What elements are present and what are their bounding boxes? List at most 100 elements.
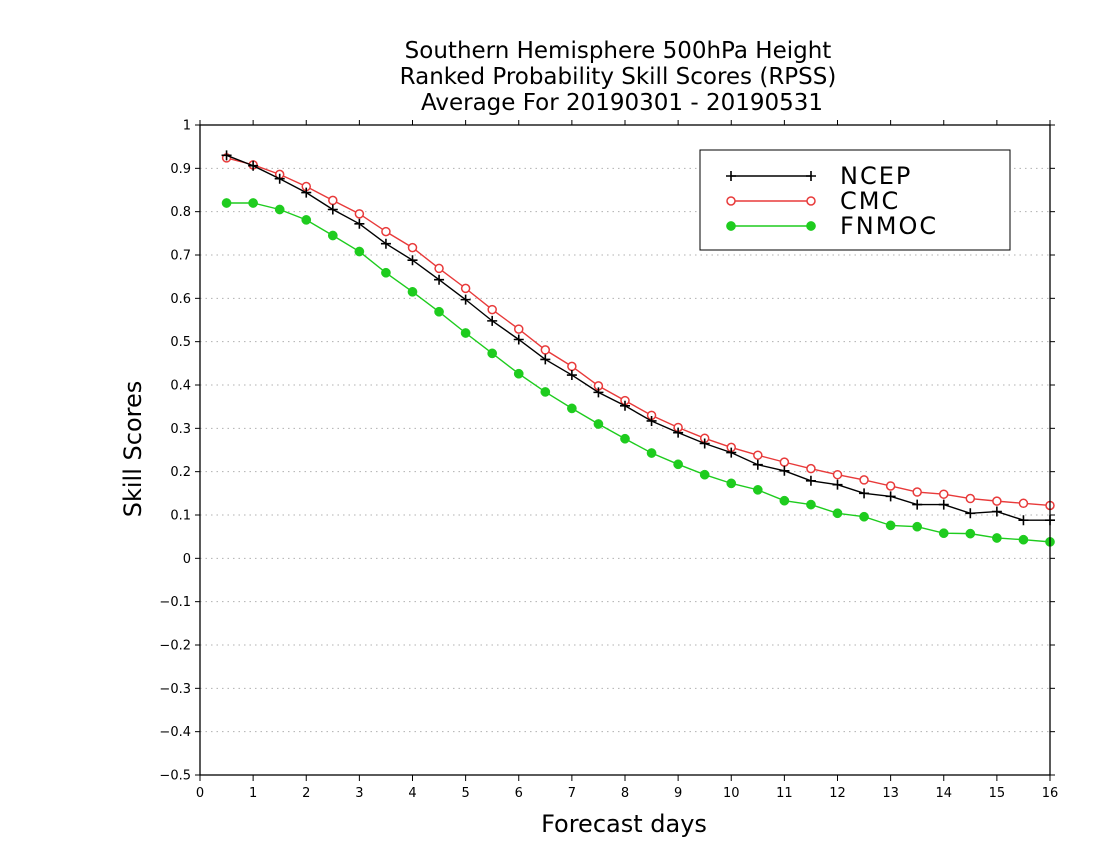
y-tick-label: 0.9 xyxy=(170,162,191,177)
series-ncep-point xyxy=(274,173,285,184)
series-cmc-point xyxy=(939,489,949,499)
series-ncep-point xyxy=(354,218,365,229)
x-tick-label: 6 xyxy=(515,786,523,801)
y-tick-label: 0 xyxy=(183,552,191,567)
series-ncep-point xyxy=(221,150,232,161)
series-cmc-point xyxy=(460,283,471,294)
series-fnmoc-point xyxy=(434,306,444,317)
series-fnmoc-point xyxy=(699,469,710,480)
y-tick-label: 0.3 xyxy=(170,422,191,437)
y-tick-label: 0.7 xyxy=(170,249,191,264)
x-tick-label: 3 xyxy=(355,786,363,801)
series-cmc-point xyxy=(965,493,976,504)
series-ncep-point xyxy=(991,506,1002,517)
series-cmc-point xyxy=(779,457,790,467)
x-tick-label: 10 xyxy=(723,786,740,801)
legend-ncep-marker xyxy=(726,171,736,181)
series-ncep-point xyxy=(513,334,524,345)
y-tick-label: −0.3 xyxy=(159,682,191,697)
series-cmc-point xyxy=(407,242,418,253)
series-ncep-point xyxy=(673,427,684,438)
series-cmc-point xyxy=(885,481,896,491)
x-tick-label: 14 xyxy=(935,786,952,801)
series-cmc-point xyxy=(806,463,816,474)
series-cmc-point xyxy=(992,496,1002,506)
x-tick-label: 5 xyxy=(461,786,469,801)
y-tick-label: 0.4 xyxy=(170,379,191,394)
series-fnmoc-point xyxy=(806,499,816,510)
y-axis-label: Skill Scores xyxy=(119,381,147,518)
series-ncep-point xyxy=(699,438,710,449)
series-fnmoc-point xyxy=(354,246,365,257)
x-axis-label: Forecast days xyxy=(541,810,707,838)
chart-title-line-2: Ranked Probability Skill Scores (RPSS) xyxy=(400,64,837,90)
x-tick-label: 4 xyxy=(408,786,416,801)
series-cmc-point xyxy=(540,345,551,355)
series-fnmoc-line xyxy=(226,202,1051,543)
x-tick-label: 1 xyxy=(249,786,257,801)
series-fnmoc-point xyxy=(938,528,949,539)
series-ncep-point xyxy=(752,459,763,470)
x-tick-label: 9 xyxy=(674,786,682,801)
series-fnmoc-point xyxy=(646,448,657,458)
series-ncep-point xyxy=(566,370,577,381)
x-tick-label: 11 xyxy=(776,786,793,801)
series-cmc-point xyxy=(381,226,391,237)
series-fnmoc-point xyxy=(726,478,737,489)
series-ncep-point xyxy=(434,274,445,285)
series-fnmoc-point xyxy=(221,198,232,208)
series-cmc-point xyxy=(859,475,869,485)
series-fnmoc-point xyxy=(381,267,391,278)
series-ncep xyxy=(221,150,1055,526)
series-cmc-point xyxy=(487,304,497,315)
series-ncep-point xyxy=(301,187,312,198)
series-ncep-point xyxy=(1018,515,1029,526)
series-ncep-point xyxy=(593,387,604,398)
chart-title-line-3: Average For 20190301 - 20190531 xyxy=(421,90,823,116)
series-ncep-point xyxy=(779,465,790,476)
legend-ncep-marker xyxy=(806,171,816,181)
chart-title-line-1: Southern Hemisphere 500hPa Height xyxy=(405,38,832,64)
series-cmc-point xyxy=(328,195,338,206)
plot-series xyxy=(221,150,1055,547)
series-fnmoc-point xyxy=(327,230,338,241)
series-ncep-point xyxy=(938,499,949,510)
series-fnmoc-point xyxy=(460,328,471,338)
y-tick-label: −0.2 xyxy=(159,639,191,654)
series-cmc-point xyxy=(567,361,577,372)
series-fnmoc-point xyxy=(1018,534,1029,545)
x-tick-label: 7 xyxy=(568,786,576,801)
y-tick-label: −0.5 xyxy=(159,769,191,784)
series-ncep-point xyxy=(912,499,923,510)
series-fnmoc-point xyxy=(779,495,790,506)
series-cmc-point xyxy=(434,263,444,274)
x-tick-label: 16 xyxy=(1042,786,1059,801)
series-ncep-point xyxy=(248,160,259,171)
y-tick-label: 0.8 xyxy=(170,205,191,220)
series-fnmoc xyxy=(221,198,1055,547)
series-fnmoc-point xyxy=(673,459,683,470)
legend-fnmoc-marker xyxy=(806,221,816,231)
series-fnmoc-point xyxy=(620,433,630,444)
series-ncep-point xyxy=(620,400,630,411)
y-axis: −0.5 −0.4 −0.3 −0.2 −0.1 0 0.1 0.2 0.3 0.4 0.5 0.6 0… xyxy=(159,119,1055,784)
legend-cmc-marker xyxy=(806,196,816,206)
series-ncep-point xyxy=(646,415,657,426)
series-fnmoc-point xyxy=(885,520,896,531)
series-fnmoc-point xyxy=(487,348,498,359)
series-cmc-point xyxy=(1018,498,1029,509)
series-ncep-point xyxy=(885,491,896,502)
y-tick-label: 0.2 xyxy=(170,465,191,480)
series-fnmoc-point xyxy=(407,286,418,297)
series-ncep-point xyxy=(487,315,498,326)
x-tick-label: 12 xyxy=(829,786,846,801)
x-tick-label: 13 xyxy=(882,786,899,801)
legend-ncep-label: NCEP xyxy=(840,162,912,190)
series-fnmoc-point xyxy=(301,215,312,225)
y-tick-label: 0.1 xyxy=(170,509,191,524)
series-fnmoc-point xyxy=(992,533,1002,543)
series-fnmoc-point xyxy=(859,511,869,522)
series-cmc-point xyxy=(514,324,524,334)
